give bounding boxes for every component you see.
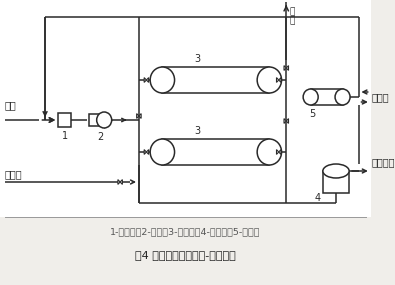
Bar [310,89,342,105]
Ellipse shape [323,164,349,178]
Bar [89,114,98,126]
Text: 2: 2 [97,132,103,142]
Bar [323,171,349,193]
Text: 1: 1 [62,131,68,141]
Polygon shape [120,180,122,184]
Text: 废气: 废气 [5,100,17,110]
Text: 3: 3 [194,126,200,136]
Polygon shape [276,78,279,82]
Polygon shape [279,78,281,82]
Polygon shape [286,66,288,70]
Text: 4: 4 [315,193,321,203]
Text: 1-过滤器；2-风机；3-吸附器；4-分离器；5-冷凝器: 1-过滤器；2-风机；3-吸附器；4-分离器；5-冷凝器 [110,227,260,237]
Bar [58,113,71,127]
Polygon shape [286,119,288,123]
Polygon shape [144,150,147,154]
Text: 排
气: 排 气 [289,7,294,25]
Polygon shape [144,78,147,82]
Text: 冷却水: 冷却水 [372,92,389,102]
Ellipse shape [150,67,175,93]
Bar [162,139,269,165]
Text: 图4 固定床活性炭吸附-回流流程: 图4 固定床活性炭吸附-回流流程 [135,250,235,260]
Polygon shape [147,150,149,154]
Polygon shape [139,114,141,118]
Polygon shape [118,180,120,184]
Polygon shape [279,150,281,154]
Bar [0,0,371,217]
Ellipse shape [257,67,282,93]
Polygon shape [137,114,139,118]
Ellipse shape [303,89,318,105]
Ellipse shape [257,139,282,165]
Text: 5: 5 [309,109,316,119]
Circle shape [97,112,112,128]
Text: 溶剂回收: 溶剂回收 [372,157,395,167]
Text: 水蒸气: 水蒸气 [5,169,23,179]
Bar [162,67,269,93]
Polygon shape [284,119,286,123]
Polygon shape [147,78,149,82]
Ellipse shape [150,139,175,165]
Text: 3: 3 [194,54,200,64]
Polygon shape [284,66,286,70]
Polygon shape [276,150,279,154]
Ellipse shape [335,89,350,105]
